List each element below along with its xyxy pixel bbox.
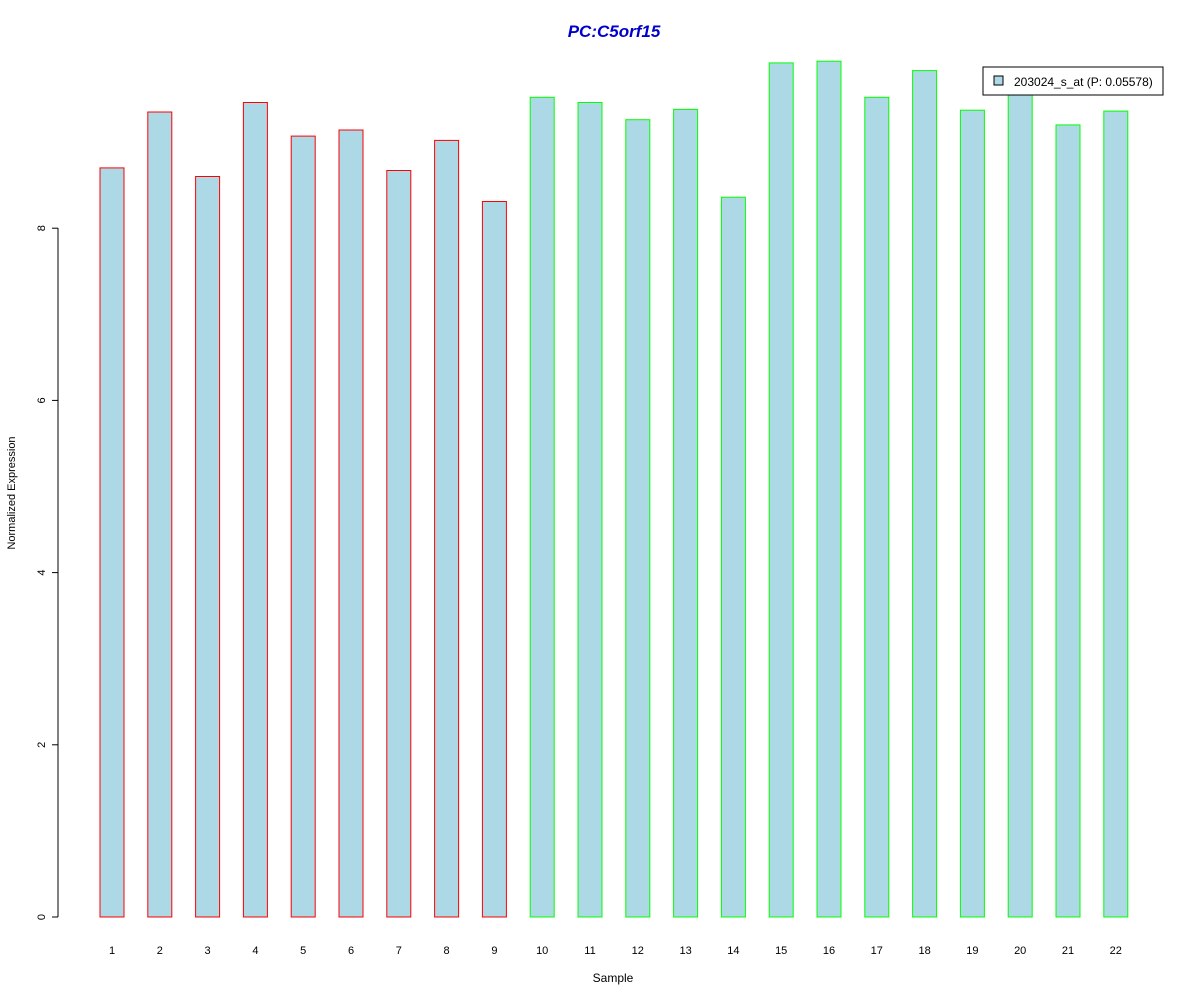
x-tick-label: 4 (252, 945, 258, 957)
x-axis-label: Sample (593, 971, 634, 985)
x-tick-label: 2 (157, 945, 163, 957)
bar-sample-7 (386, 170, 412, 918)
y-tick-label: 4 (36, 570, 48, 576)
x-tick-label: 21 (1062, 945, 1074, 957)
bar-sample-4 (242, 102, 268, 918)
bar-sample-22 (1103, 110, 1129, 918)
x-tick-label: 22 (1110, 945, 1122, 957)
x-tick-label: 14 (727, 945, 739, 957)
legend-label: 203024_s_at (P: 0.05578) (1014, 75, 1153, 89)
x-tick-label: 11 (584, 945, 595, 957)
bar-sample-14 (720, 196, 746, 918)
bar-sample-3 (195, 176, 221, 918)
bar-sample-18 (912, 70, 938, 918)
x-tick-labels: 1 2 3 4 5 6 7 8 9 10 11 12 13 14 15 16 17 18 19 20 21 22 (109, 945, 1122, 957)
x-tick-label: 3 (205, 945, 211, 957)
y-tick-label: 6 (36, 397, 48, 403)
bar-sample-21 (1055, 124, 1081, 918)
x-tick-label: 7 (396, 945, 402, 957)
legend-box (982, 66, 1164, 96)
bar-sample-9 (481, 201, 507, 918)
bar-sample-11 (577, 102, 603, 918)
y-axis-label: Normalized Expression (6, 436, 18, 549)
bar-sample-17 (864, 96, 890, 918)
x-tick-label: 20 (1014, 945, 1026, 957)
x-tick-label: 19 (966, 945, 978, 957)
x-tick-label: 6 (348, 945, 354, 957)
x-tick-label: 8 (444, 945, 450, 957)
legend-swatch (993, 75, 1004, 86)
bar-sample-19 (959, 109, 985, 918)
bar-sample-16 (816, 60, 842, 918)
x-tick-label: 18 (918, 945, 930, 957)
bar-sample-15 (768, 62, 794, 918)
bars (99, 60, 1129, 918)
bar-sample-13 (673, 108, 699, 918)
x-tick-label: 5 (300, 945, 306, 957)
x-tick-label: 12 (632, 945, 644, 957)
bar-sample-8 (434, 139, 460, 918)
y-axis: 0 2 4 6 8 (36, 225, 59, 920)
bar-sample-5 (290, 135, 316, 918)
bar-sample-6 (338, 129, 364, 918)
x-tick-label: 9 (491, 945, 497, 957)
x-tick-label: 16 (823, 945, 835, 957)
legend: 203024_s_at (P: 0.05578) (982, 66, 1164, 96)
bar-sample-10 (529, 96, 555, 918)
chart-title: PC:C5orf15 (568, 22, 661, 41)
x-tick-label: 17 (871, 945, 883, 957)
x-tick-label: 10 (536, 945, 548, 957)
bar-sample-1 (99, 167, 125, 918)
x-tick-label: 1 (109, 945, 115, 957)
bar-sample-12 (625, 119, 651, 918)
y-tick-label: 0 (36, 914, 48, 920)
bar-sample-2 (147, 111, 173, 918)
bar-sample-20 (1007, 94, 1033, 918)
x-tick-label: 13 (679, 945, 691, 957)
x-tick-label: 15 (775, 945, 787, 957)
y-tick-label: 8 (36, 225, 48, 231)
y-tick-label: 2 (36, 742, 48, 748)
